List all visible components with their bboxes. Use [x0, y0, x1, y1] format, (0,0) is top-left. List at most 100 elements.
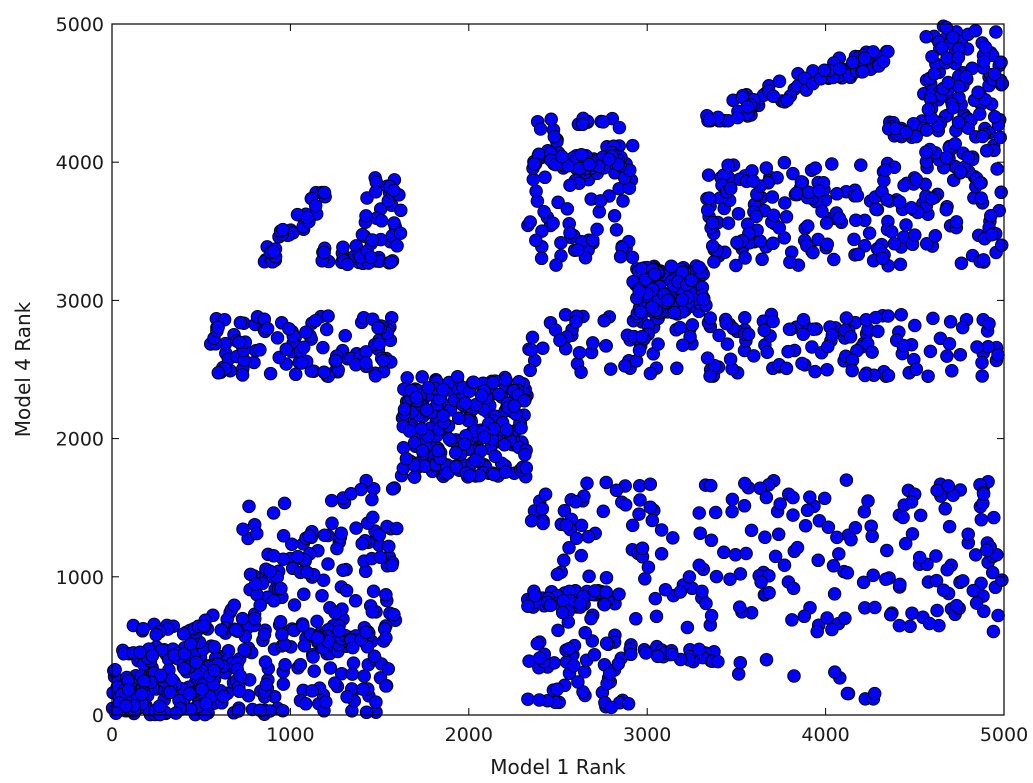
- data-point: [253, 343, 267, 357]
- data-point: [562, 641, 576, 656]
- data-point: [828, 665, 842, 679]
- data-point: [580, 476, 594, 491]
- data-point: [830, 530, 844, 545]
- data-point: [409, 390, 424, 405]
- data-point: [487, 467, 501, 482]
- data-point: [856, 575, 871, 590]
- data-point: [266, 244, 281, 259]
- data-point: [387, 216, 401, 230]
- data-point: [121, 683, 136, 697]
- data-point: [959, 70, 973, 84]
- data-point: [207, 663, 221, 678]
- data-point: [973, 176, 987, 190]
- data-point: [553, 333, 567, 348]
- data-point: [747, 349, 761, 363]
- data-point: [704, 533, 719, 548]
- data-point: [892, 195, 907, 209]
- data-point: [896, 338, 911, 353]
- data-point: [582, 157, 596, 172]
- data-point: [765, 190, 780, 204]
- data-point: [253, 703, 267, 718]
- data-point: [518, 447, 532, 462]
- data-point: [381, 662, 396, 676]
- data-point: [773, 497, 787, 511]
- data-point: [785, 613, 799, 627]
- data-point: [893, 257, 908, 272]
- x-axis-label: Model 1 Rank: [490, 755, 626, 779]
- data-point: [989, 25, 1003, 39]
- data-point: [328, 676, 342, 690]
- data-point: [299, 325, 313, 339]
- data-point: [953, 347, 968, 362]
- data-point: [547, 130, 562, 144]
- data-point: [949, 598, 964, 613]
- data-point: [768, 549, 783, 564]
- data-point: [524, 514, 539, 528]
- data-point: [385, 558, 399, 573]
- data-point: [231, 704, 246, 718]
- data-point: [385, 482, 400, 496]
- data-point: [703, 311, 718, 325]
- data-point: [781, 344, 795, 359]
- data-point: [236, 522, 250, 536]
- data-point: [519, 461, 534, 475]
- data-point: [599, 339, 613, 353]
- data-point: [820, 611, 834, 625]
- data-point: [546, 216, 560, 231]
- data-point: [664, 259, 679, 273]
- data-point: [550, 567, 565, 582]
- data-point: [587, 648, 602, 662]
- data-point: [349, 521, 363, 535]
- data-point: [883, 608, 898, 622]
- data-point: [825, 622, 839, 637]
- data-point: [555, 149, 569, 164]
- data-point: [738, 251, 752, 265]
- data-point: [665, 647, 679, 662]
- data-point: [778, 196, 792, 210]
- data-point: [634, 305, 648, 319]
- data-point: [974, 191, 988, 205]
- data-point: [365, 605, 380, 619]
- data-point: [898, 536, 913, 551]
- data-point: [704, 478, 718, 493]
- data-point: [943, 315, 958, 329]
- data-point: [777, 155, 792, 170]
- data-point: [880, 543, 894, 558]
- data-point: [357, 669, 371, 683]
- data-point: [909, 362, 924, 376]
- data-point: [458, 396, 473, 411]
- data-point: [975, 355, 989, 370]
- data-point: [772, 74, 787, 89]
- data-point: [856, 64, 870, 79]
- data-point: [840, 566, 855, 580]
- data-point: [839, 473, 854, 487]
- data-point: [786, 490, 800, 505]
- data-point: [825, 328, 840, 342]
- data-point: [250, 526, 264, 541]
- data-point: [618, 359, 632, 373]
- data-point: [968, 23, 983, 38]
- x-tick-label: 3000: [623, 724, 671, 746]
- data-point: [908, 228, 922, 242]
- data-point: [737, 499, 752, 513]
- data-point: [866, 568, 880, 583]
- data-point: [305, 684, 319, 698]
- data-point: [893, 577, 907, 592]
- data-point: [436, 382, 450, 397]
- data-point: [621, 697, 636, 711]
- data-point: [868, 600, 882, 615]
- data-point: [544, 112, 558, 127]
- data-point: [535, 502, 550, 516]
- data-point: [851, 247, 866, 262]
- data-point: [676, 338, 690, 352]
- data-point: [815, 204, 829, 219]
- data-point: [876, 251, 890, 266]
- data-point: [420, 403, 434, 417]
- data-point: [463, 468, 477, 483]
- data-point: [766, 208, 781, 222]
- data-point: [364, 250, 378, 265]
- data-point: [581, 529, 596, 544]
- data-point: [359, 209, 373, 223]
- data-point: [278, 658, 292, 672]
